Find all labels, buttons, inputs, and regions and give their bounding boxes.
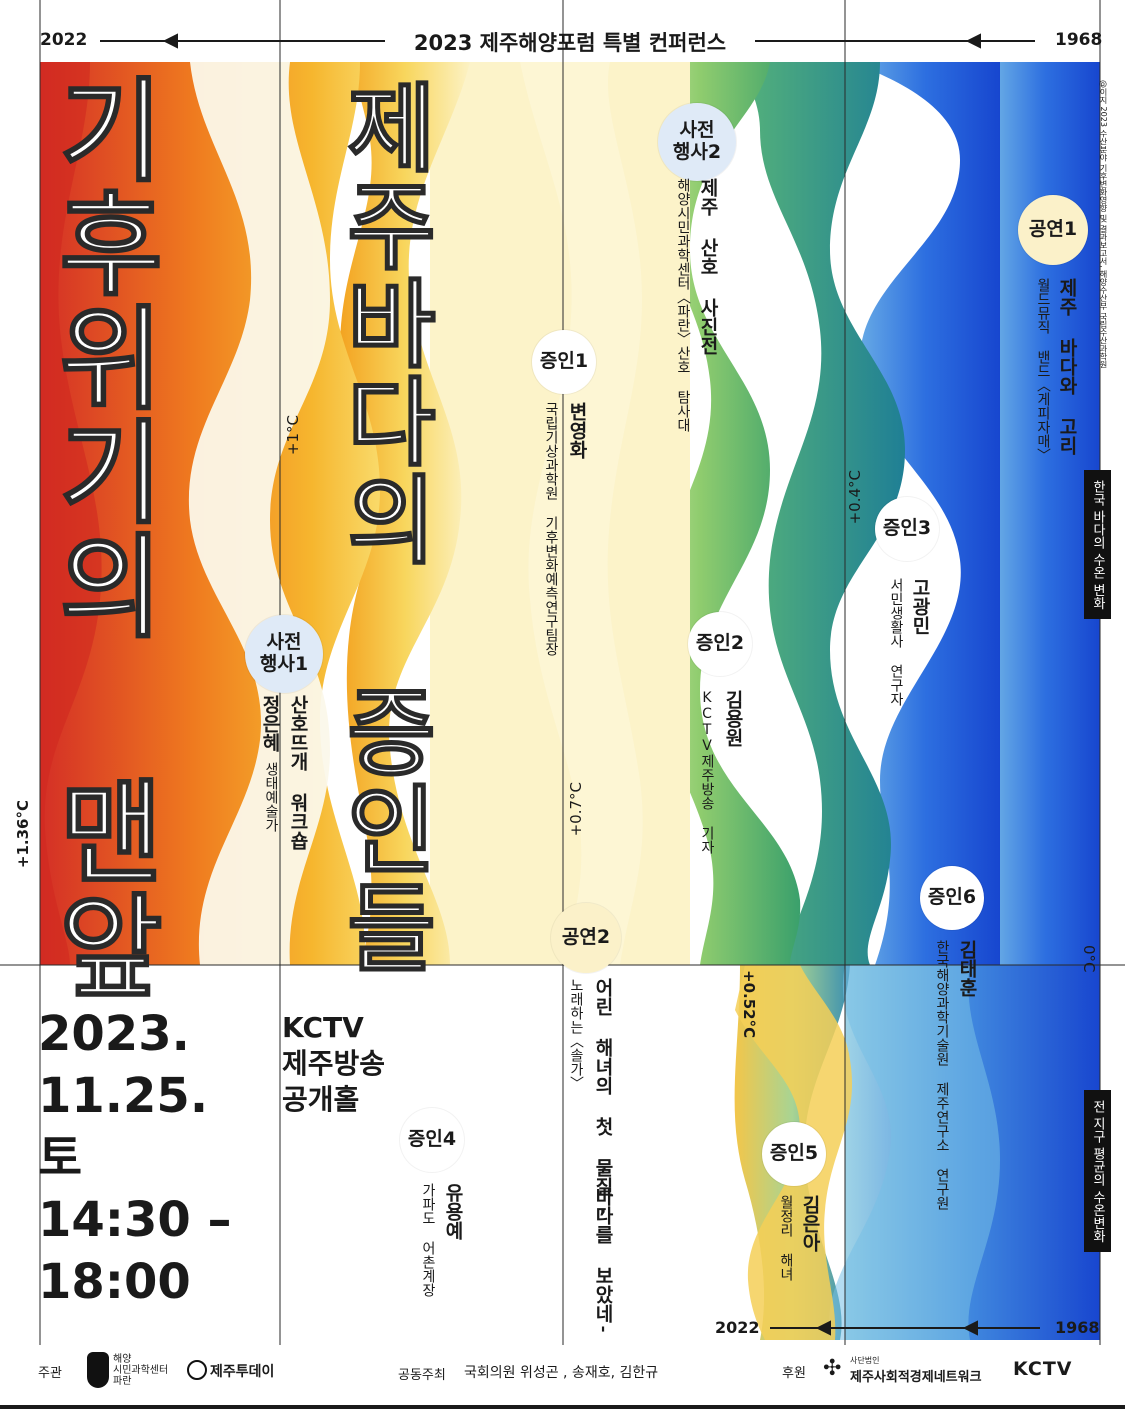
credit-text: @이지 2023 수산분야 기후변화영향 및 결과보고서, 해양수산부 국립수산… [1099,80,1108,369]
witness-2-role: KCTV제주방송 기자 [699,690,715,854]
witness-4-badge: 증인4 [400,1108,464,1172]
performance-1-desc: 월드뮤직 밴드〈게피자매〉 [1035,278,1051,462]
pre-event-1-name: 정은혜 [259,695,281,752]
pre-event-2-title: 제주 산호 사진전 [697,178,719,355]
network-small-label: 사단법인 [850,1356,880,1365]
jejutoday-name: 제주투데이 [210,1364,275,1380]
witness-2-badge: 증인2 [688,612,752,676]
witness-1-role: 국립기상과학원 기후변화예측연구팀장 [543,402,559,656]
temp-0-52: +0.52°C [740,970,758,1039]
temp-0: 0°C [1080,945,1098,973]
witness-6-name: 김태훈 [956,940,978,997]
jejutoday-logo-icon [187,1360,207,1380]
event-date-day: 11.25. [38,1068,209,1124]
paran-name: 해양 시민과학센터 파란 [113,1354,168,1387]
paran-logo-icon [87,1352,109,1388]
temp-1-36: +1.36°C [14,800,32,869]
pre-event-2-desc: 해양시민과학센터〈파란〉산호 탐사대 [675,178,691,432]
paran-name-line-1: 해양 [113,1354,132,1365]
performance-1-badge: 공연1 [1018,195,1088,265]
witness-5-role: 월정리 해녀 [778,1195,794,1281]
main-title: 기후위기의 맨앞 [35,71,167,1003]
witness-6-role: 한국해양과학기술원 제주연구소 연구원 [934,940,950,1210]
sub-title: 제주바다의 증인들 [326,77,440,977]
witness-3-badge: 증인3 [875,497,939,561]
header-year-left: 2022 [40,30,88,50]
event-time-end: 18:00 [38,1254,191,1310]
paran-name-line-2: 시민과학센터 [113,1365,169,1376]
witness-3-role: 서민생활사 연구자 [888,578,904,706]
performance-1-title: 제주 바다와 고리 [1056,278,1078,455]
footer-cohost-label: 공동주최 [398,1368,446,1383]
paran-name-line-3: 파란 [113,1376,132,1387]
witness-6-badge: 증인6 [920,866,984,930]
venue-line-3: 공개홀 [282,1083,360,1116]
bottom-year-left: 2022 [715,1318,760,1337]
network-name: 제주사회적경제네트워크 [850,1370,982,1385]
witness-2-name: 김용원 [722,690,744,747]
event-date-block: 2023. 11.25. 토 14:30 – 18:00 [38,1003,232,1313]
witness-5-badge: 증인5 [762,1122,826,1186]
performance-2-title-1: 어린 해녀의 첫 물질, [592,978,614,1218]
korea-sea-label: 한국 바다의 수온 변화 [1084,470,1111,620]
footer-sponsor-label: 후원 [782,1366,806,1381]
network-logo-icon: ✣ [823,1356,842,1381]
temp-1: +1°C [284,415,302,456]
header-title: 2023 제주해양포럼 특별 컨퍼런스 [413,31,727,55]
pre-event-2-badge: 사전 행사2 [658,103,736,181]
event-weekday: 토 [38,1130,83,1186]
witness-5-name: 김은아 [799,1195,821,1252]
global-sea-label: 전 지구 평균의 수온변화 [1084,1090,1111,1253]
pre-event-1-badge: 사전 행사1 [245,615,323,693]
witness-1-name: 변영화 [566,402,588,459]
venue-line-2: 제주방송 [282,1047,386,1080]
venue-line-1: KCTV [282,1011,364,1044]
event-date-year: 2023. [38,1006,190,1062]
performance-2-desc: 노래하는〈솔가〉 [568,978,584,1090]
kctv-logo: KCTV [1013,1358,1073,1380]
witness-4-name: 유용예 [442,1183,464,1240]
temp-0-7: +0.7°C [567,782,585,837]
footer-host-label: 주관 [38,1366,62,1381]
witness-4-role: 가파도 어촌계장 [420,1183,436,1297]
bottom-year-right: 1968 [1055,1318,1100,1337]
performance-2-badge: 공연2 [551,903,621,973]
pre-event-1-title: 산호뜨개 워크숍 [287,695,309,850]
witness-1-badge: 증인1 [532,330,596,394]
temp-0-4: +0.4°C [846,470,864,525]
footer-cohost: 국회의원 위성곤 , 송재호, 김한규 [464,1365,659,1381]
pre-event-1-role: 생태예술가 [263,762,279,832]
performance-2-title-2: '바다를 보았네' [592,1165,614,1345]
venue-block: KCTV 제주방송 공개홀 [282,1010,385,1118]
witness-3-name: 고광민 [909,578,931,635]
event-time-start: 14:30 – [38,1192,232,1248]
header-year-right: 1968 [1055,30,1103,50]
